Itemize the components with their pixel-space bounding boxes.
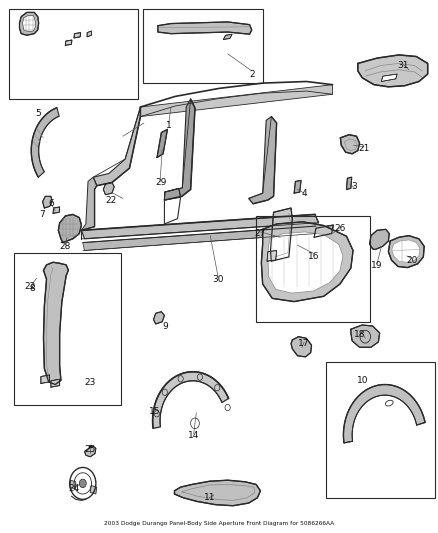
Polygon shape xyxy=(22,15,35,31)
Polygon shape xyxy=(43,262,68,384)
Polygon shape xyxy=(19,12,39,35)
Text: 10: 10 xyxy=(357,376,368,385)
Text: 22: 22 xyxy=(25,282,36,291)
Text: 11: 11 xyxy=(204,493,215,502)
Polygon shape xyxy=(294,180,301,193)
Text: 26: 26 xyxy=(335,224,346,233)
Polygon shape xyxy=(31,108,59,177)
Polygon shape xyxy=(41,375,49,383)
Polygon shape xyxy=(90,486,97,494)
Text: 17: 17 xyxy=(298,339,310,348)
Polygon shape xyxy=(164,99,195,200)
Polygon shape xyxy=(74,33,81,38)
Text: 9: 9 xyxy=(163,321,169,330)
Text: 22: 22 xyxy=(105,196,117,205)
Text: 2: 2 xyxy=(249,70,254,78)
Polygon shape xyxy=(93,107,141,185)
Polygon shape xyxy=(223,34,232,39)
Polygon shape xyxy=(370,229,389,249)
Polygon shape xyxy=(392,240,420,262)
Polygon shape xyxy=(174,480,261,506)
Polygon shape xyxy=(157,130,167,158)
Polygon shape xyxy=(51,379,60,387)
Polygon shape xyxy=(381,74,397,82)
Bar xyxy=(256,216,370,322)
Polygon shape xyxy=(164,188,180,200)
Polygon shape xyxy=(268,232,343,293)
Text: 16: 16 xyxy=(308,253,320,261)
Text: 25: 25 xyxy=(85,446,96,455)
Text: 15: 15 xyxy=(148,407,160,416)
Circle shape xyxy=(79,479,86,488)
Bar xyxy=(14,253,121,405)
Polygon shape xyxy=(343,384,425,443)
Polygon shape xyxy=(389,236,424,268)
Polygon shape xyxy=(81,177,97,230)
Polygon shape xyxy=(58,214,81,243)
Text: 1: 1 xyxy=(166,121,172,130)
Polygon shape xyxy=(249,117,277,204)
Polygon shape xyxy=(351,325,380,348)
Polygon shape xyxy=(291,337,311,357)
Text: 7: 7 xyxy=(39,210,45,219)
Text: 8: 8 xyxy=(29,284,35,293)
Bar xyxy=(143,9,263,83)
Polygon shape xyxy=(271,208,292,261)
Polygon shape xyxy=(85,446,96,457)
Polygon shape xyxy=(87,31,92,37)
Text: 6: 6 xyxy=(48,199,54,208)
Text: 3: 3 xyxy=(351,182,357,191)
Polygon shape xyxy=(314,225,333,237)
Text: 5: 5 xyxy=(35,109,41,118)
Ellipse shape xyxy=(385,400,393,406)
Bar xyxy=(10,9,138,99)
Polygon shape xyxy=(53,207,60,213)
Polygon shape xyxy=(83,226,317,251)
Text: 30: 30 xyxy=(212,275,224,284)
Polygon shape xyxy=(158,22,252,34)
Text: 19: 19 xyxy=(371,261,383,270)
Text: 27: 27 xyxy=(255,229,266,238)
Polygon shape xyxy=(65,40,72,45)
Text: 18: 18 xyxy=(354,330,365,339)
Polygon shape xyxy=(153,312,164,324)
Text: 14: 14 xyxy=(188,431,199,440)
Polygon shape xyxy=(346,177,352,189)
Polygon shape xyxy=(141,85,332,117)
Polygon shape xyxy=(261,222,353,302)
Polygon shape xyxy=(42,196,52,208)
Polygon shape xyxy=(358,55,427,87)
Text: 2003 Dodge Durango Panel-Body Side Aperture Front Diagram for 5086266AA: 2003 Dodge Durango Panel-Body Side Apert… xyxy=(104,521,334,526)
Polygon shape xyxy=(152,372,229,429)
Text: 23: 23 xyxy=(85,378,96,387)
Text: 24: 24 xyxy=(68,484,80,493)
Text: 21: 21 xyxy=(358,144,370,153)
Polygon shape xyxy=(70,480,76,489)
Polygon shape xyxy=(81,214,318,239)
Bar xyxy=(326,362,435,498)
Polygon shape xyxy=(103,182,114,195)
Text: 28: 28 xyxy=(60,242,71,251)
Text: 4: 4 xyxy=(301,189,307,198)
Polygon shape xyxy=(340,135,360,154)
Text: 29: 29 xyxy=(155,178,167,187)
Text: 20: 20 xyxy=(406,256,418,264)
Polygon shape xyxy=(267,251,277,261)
Text: 31: 31 xyxy=(398,61,409,70)
